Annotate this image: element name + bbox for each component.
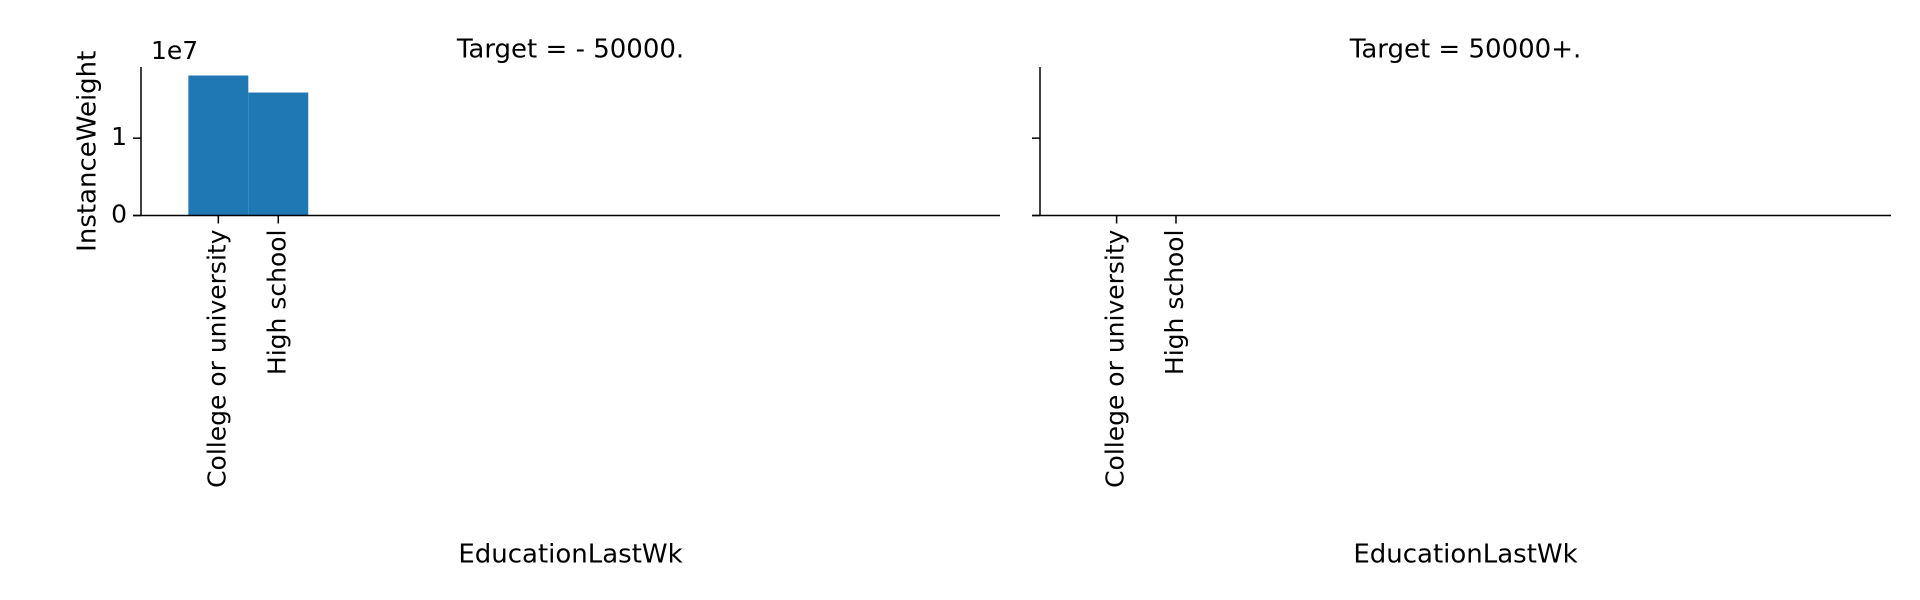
- y-tick-label: 1: [111, 122, 127, 151]
- x-tick-label: High school: [1160, 230, 1189, 376]
- chart-title: Target = - 50000.: [456, 35, 684, 65]
- chart-title: Target = 50000+.: [1349, 35, 1582, 65]
- x-tick-label: College or university: [202, 229, 231, 488]
- y-axis-label: InstanceWeight: [73, 51, 103, 252]
- y-offset-label: 1e7: [151, 36, 198, 65]
- y-tick-label: 0: [111, 200, 127, 229]
- bar: [188, 75, 249, 216]
- x-tick-label: High school: [262, 230, 291, 376]
- bar: [248, 92, 309, 216]
- x-axis-label: EducationLastWk: [458, 540, 682, 570]
- x-axis-label: EducationLastWk: [1353, 540, 1577, 570]
- x-tick-label: College or university: [1101, 229, 1130, 488]
